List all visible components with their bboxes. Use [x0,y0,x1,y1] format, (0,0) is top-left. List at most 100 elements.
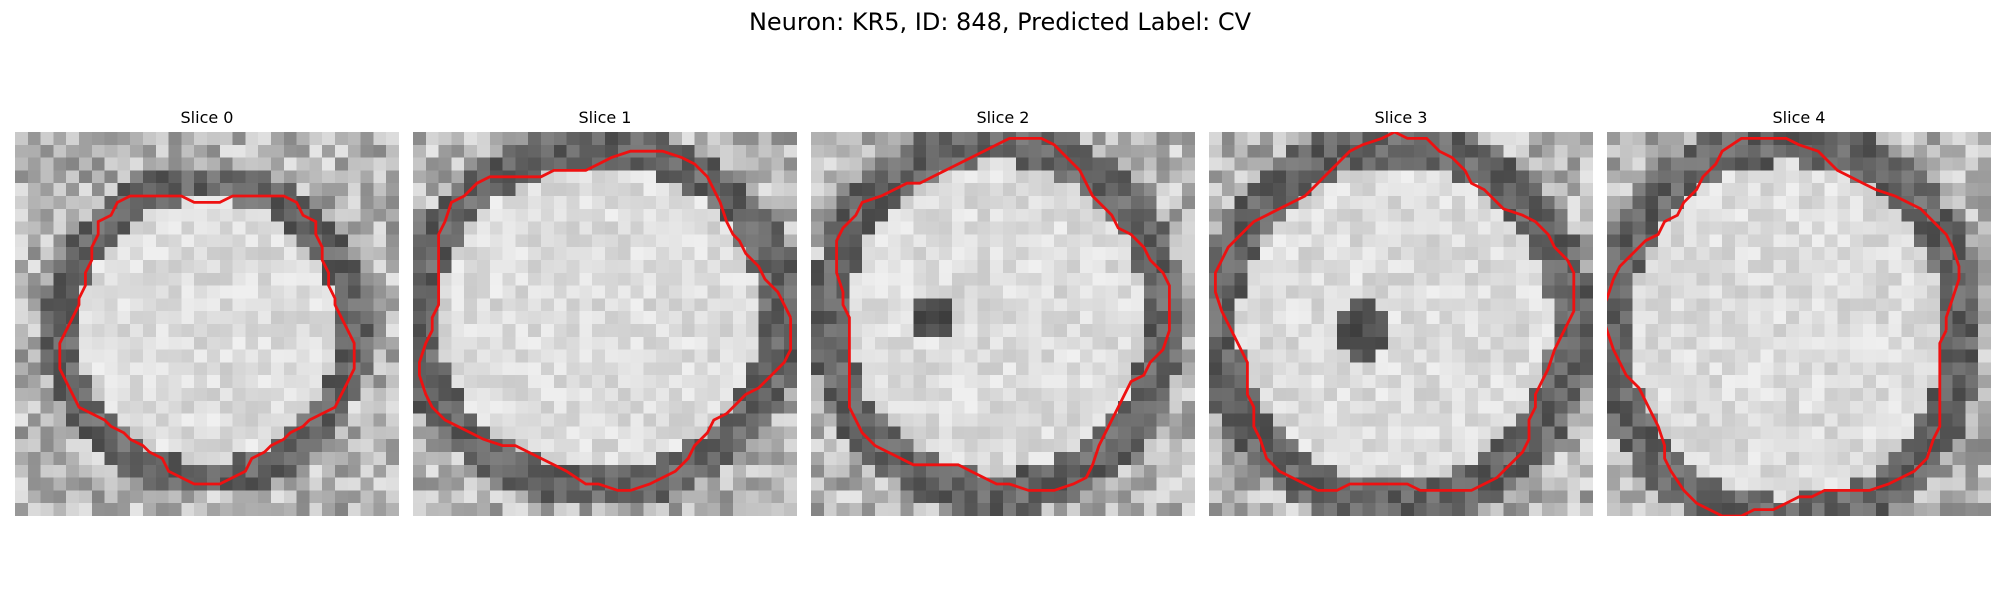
pixel [1118,400,1132,414]
pixel [1683,336,1697,350]
pixel [1671,400,1685,414]
pixel [1439,311,1453,325]
pixel [566,170,580,184]
pixel [951,426,965,440]
pixel [1735,144,1749,158]
pixel [875,362,889,376]
pixel [1003,208,1017,222]
pixel [541,413,555,427]
pixel [1529,362,1543,376]
pixel [1696,285,1710,299]
pixel [875,452,889,466]
pixel [849,349,863,363]
pixel [1760,311,1774,325]
pixel [245,362,259,376]
pixel [1888,464,1902,478]
pixel [117,247,131,261]
pixel [451,362,465,376]
pixel [1965,439,1979,453]
pixel [630,196,644,210]
pixel [27,311,41,325]
pixel [1209,362,1223,376]
pixel [1388,324,1402,338]
pixel [194,157,208,171]
pixel [219,272,233,286]
pixel [579,464,593,478]
pixel [605,260,619,274]
pixel [811,260,825,274]
pixel [155,144,169,158]
pixel [990,452,1004,466]
pixel [104,285,118,299]
pixel [181,311,195,325]
pixel [386,260,399,274]
pixel [168,144,182,158]
pixel [862,464,876,478]
pixel [669,439,683,453]
pixel [592,196,606,210]
pixel [1234,170,1248,184]
pixel [1722,260,1736,274]
pixel [1234,388,1248,402]
pixel [681,298,695,312]
pixel [1645,311,1659,325]
pixel [1490,490,1504,504]
pixel [91,272,105,286]
pixel [91,503,105,516]
pixel [900,170,914,184]
pixel [1311,183,1325,197]
pixel [1221,260,1235,274]
pixel [1978,285,1991,299]
pixel [232,375,246,389]
pixel [1465,388,1479,402]
pixel [1965,452,1979,466]
pixel [836,132,850,146]
pixel [1105,272,1119,286]
pixel [1683,400,1697,414]
pixel [438,247,452,261]
pixel [168,196,182,210]
pixel [1978,388,1991,402]
pixel [1901,362,1915,376]
pixel [541,477,555,491]
pixel [1901,221,1915,235]
pixel [1015,336,1029,350]
pixel [360,285,374,299]
pixel [1452,208,1466,222]
pixel [271,413,285,427]
pixel [40,503,54,516]
pixel [926,157,940,171]
pixel [1965,426,1979,440]
pixel [862,144,876,158]
pixel [464,144,478,158]
pixel [1375,324,1389,338]
pixel [707,426,721,440]
pixel [130,490,144,504]
pixel [1863,336,1877,350]
pixel [309,170,323,184]
pixel [1362,170,1376,184]
pixel [605,349,619,363]
pixel [1182,439,1195,453]
pixel [592,452,606,466]
pixel [1580,247,1593,261]
pixel [1413,452,1427,466]
pixel [964,132,978,146]
pixel [1439,452,1453,466]
pixel [1696,362,1710,376]
pixel [502,196,516,210]
pixel [1632,503,1646,516]
pixel [66,490,80,504]
pixel [1131,260,1145,274]
pixel [425,464,439,478]
pixel [477,196,491,210]
pixel [1901,234,1915,248]
pixel [1209,452,1223,466]
pixel [1079,260,1093,274]
pixel [1118,196,1132,210]
pixel [1324,400,1338,414]
pixel [951,234,965,248]
pixel [425,452,439,466]
pixel [1143,375,1157,389]
pixel [1850,388,1864,402]
